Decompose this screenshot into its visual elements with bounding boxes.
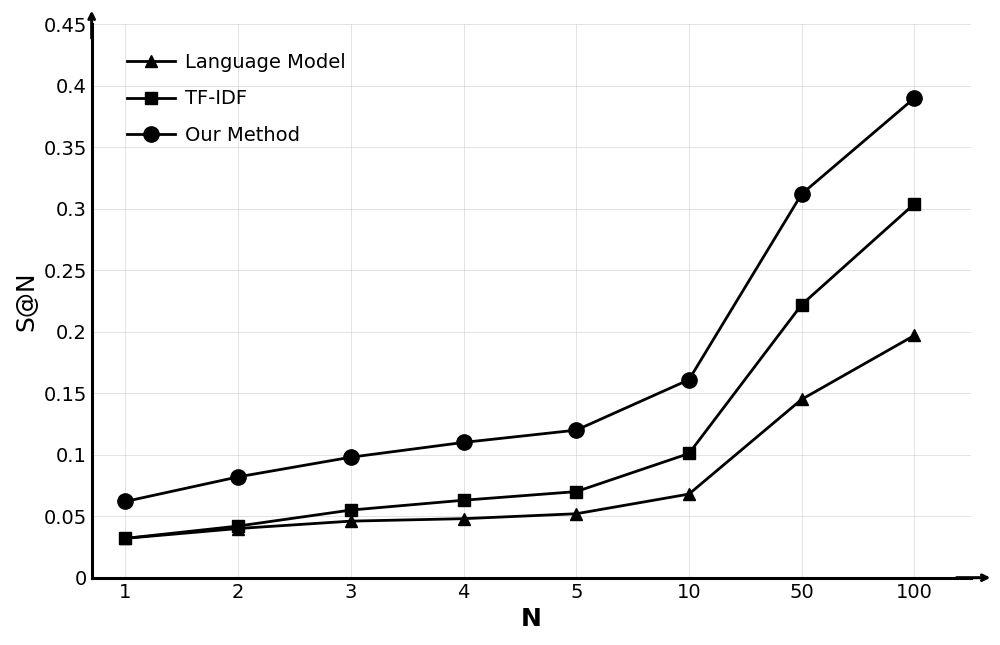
Legend: Language Model, TF-IDF, Our Method: Language Model, TF-IDF, Our Method (119, 45, 354, 153)
Language Model (683, 490, 695, 498)
Language Model (570, 510, 582, 518)
TF-IDF (232, 522, 244, 530)
Language Model (232, 524, 244, 532)
Language Model (345, 517, 357, 525)
TF-IDF (683, 450, 695, 457)
Language Model (458, 515, 470, 522)
TF-IDF (345, 506, 357, 514)
TF-IDF (458, 497, 470, 504)
Our Method (570, 426, 582, 434)
Our Method (796, 190, 808, 198)
TF-IDF (119, 535, 131, 542)
Line: TF-IDF: TF-IDF (119, 197, 921, 544)
TF-IDF (570, 488, 582, 495)
X-axis label: N: N (521, 607, 542, 631)
Our Method (908, 94, 920, 102)
Line: Our Method: Our Method (118, 90, 922, 509)
Language Model (796, 395, 808, 403)
Our Method (458, 439, 470, 446)
Our Method (232, 473, 244, 481)
TF-IDF (796, 301, 808, 308)
Language Model (119, 535, 131, 542)
Our Method (345, 453, 357, 461)
Our Method (119, 497, 131, 505)
TF-IDF (908, 200, 920, 208)
Y-axis label: S@N: S@N (14, 271, 38, 331)
Language Model (908, 332, 920, 339)
Line: Language Model: Language Model (119, 329, 921, 544)
Our Method (683, 376, 695, 384)
